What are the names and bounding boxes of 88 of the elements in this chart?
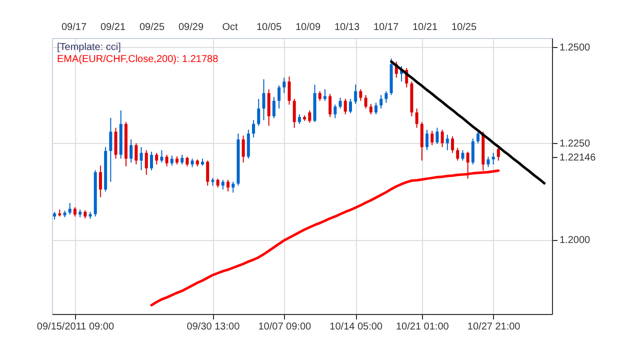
candlestick	[354, 84, 358, 104]
candlestick	[186, 156, 189, 167]
candlestick	[155, 152, 158, 165]
text: 10/25	[451, 22, 477, 33]
y-tick-label: 1.2000	[560, 235, 591, 246]
candlestick	[466, 151, 470, 180]
candlestick	[150, 151, 153, 171]
candlestick	[440, 129, 444, 148]
candlestick	[134, 142, 138, 165]
text: 09/25	[139, 22, 165, 33]
candlestick	[272, 96, 276, 119]
annotation: [Template: cci]	[57, 42, 122, 53]
text: 10/17	[373, 22, 399, 33]
candlestick	[364, 94, 368, 110]
candlestick	[180, 154, 184, 165]
candlestick	[359, 88, 362, 102]
candlestick	[98, 165, 102, 198]
candlestick	[282, 77, 286, 94]
candlestick	[298, 114, 301, 124]
candlestick	[318, 90, 322, 102]
candlestick	[73, 206, 76, 217]
candlestick	[430, 130, 434, 146]
candlestick	[380, 94, 383, 110]
candlestick	[109, 117, 112, 182]
candlestick	[323, 88, 326, 102]
text: 09/21	[100, 22, 126, 33]
candlestick	[262, 78, 266, 121]
candlestick	[160, 150, 164, 164]
candlestick	[476, 130, 480, 144]
x-tick-label: 10/07 09:00	[258, 322, 312, 332]
candlestick	[252, 120, 256, 138]
candlestick	[456, 147, 460, 162]
candlestick	[328, 93, 332, 118]
candlestick	[170, 155, 174, 166]
candlestick	[292, 98, 296, 128]
candlestick	[221, 179, 224, 190]
candlestick	[492, 152, 495, 165]
y-tick-label: 1.2250	[560, 138, 591, 150]
x-tick-label: 10/27 21:00	[467, 322, 521, 332]
candlestick	[165, 154, 168, 167]
text: 10/09	[295, 22, 321, 33]
y-tick-label: 1.2500	[560, 42, 591, 54]
candlestick	[308, 110, 312, 124]
candlestick	[226, 179, 230, 192]
text: 09/29	[178, 22, 204, 33]
text: Oct	[222, 22, 238, 33]
candlestick	[68, 202, 72, 216]
candlestick	[257, 98, 260, 126]
text: 09/17	[61, 22, 87, 33]
candlestick	[267, 88, 270, 126]
candlestick	[461, 150, 464, 162]
y-tick-label: 1.22146	[560, 152, 596, 164]
candlestick	[130, 138, 133, 164]
candlestick	[114, 127, 118, 160]
candlestick	[374, 102, 378, 115]
text: 10/05	[256, 22, 282, 33]
candlestick	[338, 97, 342, 110]
text: 10/13	[334, 22, 360, 33]
line-series	[150, 169, 500, 306]
candlestick	[426, 129, 428, 151]
x-tick-label: 09/15/2011 09:00	[36, 322, 114, 332]
candlestick	[471, 138, 474, 165]
candlestick	[384, 90, 388, 104]
candlestick	[496, 144, 500, 162]
text: EMA(EUR/CHF,Close,200): 1.21788	[57, 54, 219, 65]
candlestick	[334, 104, 337, 119]
candlestick	[140, 146, 143, 171]
candlestick	[486, 156, 490, 168]
candlestick	[288, 76, 291, 106]
candlestick	[344, 98, 347, 115]
line-series	[390, 60, 546, 185]
candlestick	[420, 122, 424, 162]
candlestick	[232, 181, 235, 194]
x-tick-label: 10/21 01:00	[396, 322, 450, 332]
candlestick	[415, 108, 418, 128]
candlestick	[446, 134, 449, 151]
candlestick	[206, 160, 210, 186]
x-tick-label: 09/30 13:00	[186, 322, 240, 332]
candlestick	[436, 127, 439, 145]
candlestick	[242, 135, 245, 164]
candlestick	[278, 84, 281, 110]
candlestick	[246, 129, 250, 160]
text: 10/21	[412, 22, 438, 33]
candlestick	[369, 103, 372, 115]
candlestick	[451, 136, 454, 154]
x-tick-label: 10/14 05:00	[330, 322, 383, 332]
candlestick	[144, 150, 148, 176]
candlestick	[348, 98, 352, 114]
